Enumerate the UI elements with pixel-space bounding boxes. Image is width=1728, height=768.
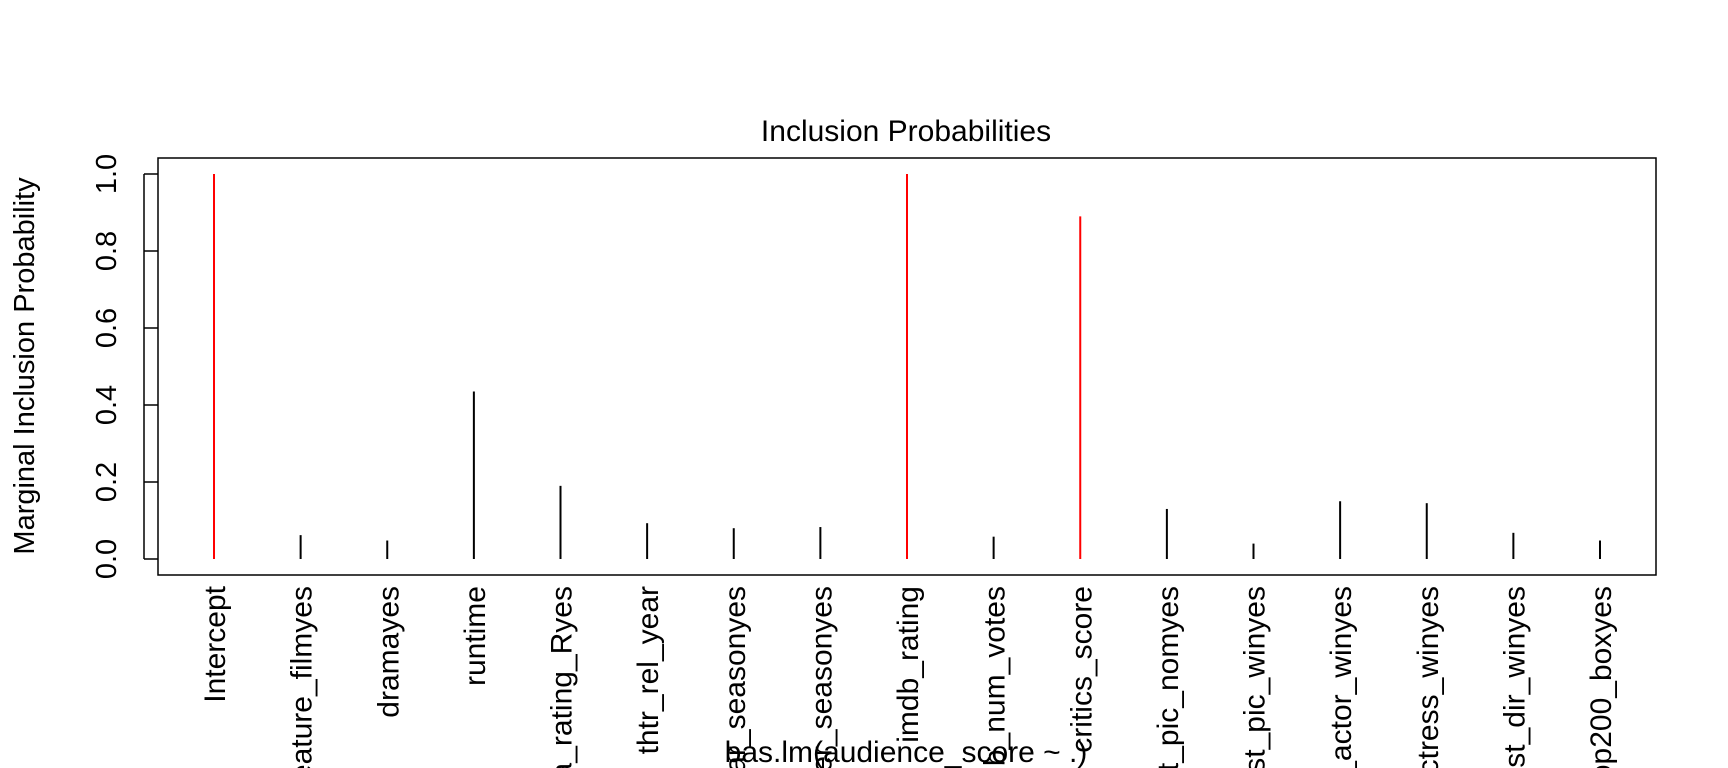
x-tick-label: Intercept [199,585,232,702]
y-tick-label: 0.2 [91,462,123,502]
x-tick-label: top200_boxyes [1585,586,1618,768]
x-tick-label: best_pic_nomyes [1152,586,1185,768]
y-tick-label: 0.0 [91,539,123,579]
chart-subtitle: bas.lm(audience_score ~ .) [725,736,1088,768]
x-tick-label: best_actor_winyes [1325,586,1358,768]
y-tick-label: 0.8 [91,231,123,271]
plot-frame [157,157,1657,576]
chart-title: Inclusion Probabilities [761,115,1051,148]
x-tick-label: imdb_rating [892,586,925,743]
y-tick-label: 0.6 [91,308,123,348]
y-tick-label: 0.4 [91,385,123,425]
x-tick-label: thtr_rel_year [632,586,665,754]
x-tick-label: best_pic_winyes [1239,586,1272,768]
x-tick-label: summer_seasonyes [805,586,838,768]
x-tick-label: imdb_num_votes [979,586,1012,768]
x-tick-label: feature_filmyes [286,586,319,768]
y-tick-label: 1.0 [91,154,123,194]
x-tick-label: best_dir_winyes [1498,586,1531,768]
x-tick-label: oscar_seasonyes [719,586,752,768]
x-tick-label: dramayes [372,586,405,718]
x-tick-label: critics_score [1065,586,1098,753]
x-tick-label: mpaa_rating_Ryes [546,586,579,768]
x-tick-label: best_actress_winyes [1412,586,1445,768]
x-tick-label: runtime [459,586,492,686]
y-axis-label: Marginal Inclusion Probability [9,177,41,555]
